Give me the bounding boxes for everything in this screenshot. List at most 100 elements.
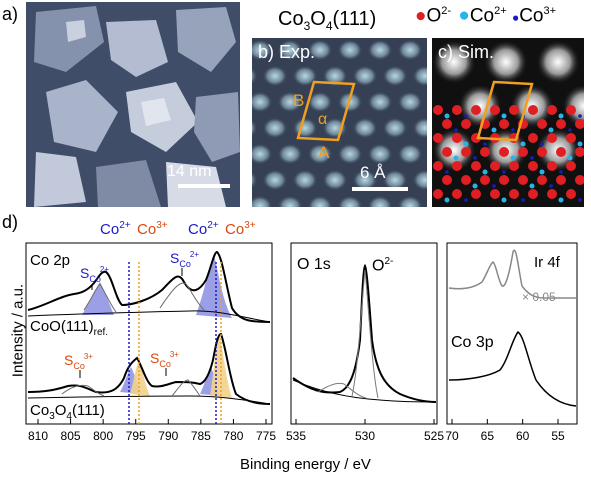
co3-atom <box>578 198 582 202</box>
coo-ref-label-base: CoO(111) <box>30 318 94 335</box>
stm-spot <box>277 195 303 207</box>
oxygen-atom <box>480 147 490 157</box>
oxygen-atom <box>509 105 519 115</box>
co3-atom <box>559 170 563 174</box>
oxygen-atom <box>566 161 576 171</box>
co3o4-sample-label: Co3O4(111) <box>30 402 105 422</box>
oxygen-atom <box>575 147 584 157</box>
co3-atom <box>464 114 468 118</box>
co2-atom <box>558 113 564 119</box>
panel-a-stm-image <box>26 2 240 207</box>
co3-atom <box>568 128 572 132</box>
stm-spot <box>412 65 427 87</box>
o1s-x-tick-label: 525 <box>423 429 445 443</box>
oxygen-atom <box>490 161 500 171</box>
stm-spot <box>252 195 273 207</box>
co2-atom <box>491 127 497 133</box>
stm-spot <box>262 65 288 87</box>
co2-atom <box>548 127 554 133</box>
co3-atom <box>492 184 496 188</box>
oxygen-atom <box>442 147 452 157</box>
stm-spot <box>262 117 288 139</box>
co2p-x-tick-label: 780 <box>223 429 244 443</box>
x-axis-label: Binding energy / eV <box>240 456 371 473</box>
panel-b-scalebar <box>352 187 408 191</box>
o1s-title: O 1s <box>297 256 331 273</box>
coo-ref-label: CoO(111)ref. <box>30 318 108 338</box>
co3-marker-right: Co3+ <box>225 220 256 238</box>
oxygen-atom <box>528 189 538 199</box>
stm-spot <box>367 143 393 165</box>
o1s-species-label: O2- <box>372 256 393 275</box>
co3-marker-left-base: Co <box>137 221 157 238</box>
co2-atom <box>472 183 478 189</box>
stm-spot <box>252 118 258 138</box>
co2-marker-right: Co2+ <box>188 220 219 238</box>
oxygen-atom <box>509 189 519 199</box>
oxygen-atom <box>518 147 528 157</box>
oxygen-atom <box>518 175 528 185</box>
stm-spot <box>412 117 427 139</box>
oxygen-atom <box>547 133 557 143</box>
stm-spot <box>322 117 348 139</box>
oxygen-atom <box>490 189 500 199</box>
satellite-co2-right-sup: 2+ <box>189 250 199 260</box>
stm-spot <box>397 39 423 61</box>
y-axis-label: Intensity / a.u. <box>9 283 27 378</box>
co2-marker-left: Co2+ <box>100 220 131 238</box>
co3o4-label-sub1: 3 <box>49 411 55 422</box>
oxygen-atom <box>499 119 509 129</box>
co2-atom <box>558 197 564 203</box>
co2-atom <box>501 197 507 203</box>
co3-atom <box>511 128 515 132</box>
stm-spot <box>292 65 318 87</box>
stm-spot <box>382 65 408 87</box>
oxygen-atom <box>528 105 538 115</box>
stm-spot <box>322 169 348 191</box>
oxygen-atom <box>547 189 557 199</box>
satellite-co2-right: SCo2+ <box>170 250 199 269</box>
ir4f-x-tick-label: 70 <box>445 429 459 443</box>
co3-atom <box>502 170 506 174</box>
legend-co3-sup: 3+ <box>543 5 557 17</box>
oxygen-atom <box>566 133 576 143</box>
satellite-co2-left-base: S <box>80 265 90 281</box>
satellite-co2-left-sub: Co <box>89 273 101 284</box>
legend-co3-dot-icon: ● <box>511 10 520 25</box>
ir4f-x-tick-label: 55 <box>551 429 565 443</box>
satellite-co3-left: SCo3+ <box>64 352 93 371</box>
stm-spot <box>252 170 258 190</box>
oxygen-atom <box>537 119 547 129</box>
satellite-co3-right-sub: Co <box>159 358 171 369</box>
oxygen-atom <box>442 175 452 185</box>
oxygen-atom <box>471 161 481 171</box>
oxygen-atom <box>461 119 471 129</box>
panel-b-A-label: A <box>318 143 330 162</box>
co2p-x-tick-label: 790 <box>158 429 179 443</box>
legend-o2-dot-icon: ● <box>415 5 427 27</box>
co2p-x-tick-label: 785 <box>190 429 211 443</box>
stm-spot <box>367 195 393 207</box>
stm-spot <box>307 91 333 113</box>
legend-co2-label: Co <box>469 5 495 27</box>
co2-atom <box>539 169 545 175</box>
stm-spot <box>352 117 378 139</box>
co3-marker-left-sup: 3+ <box>156 220 168 231</box>
co2p-x-tick-label: 805 <box>60 429 81 443</box>
panel-b-alpha-label: α <box>318 111 328 128</box>
oxygen-atom <box>452 161 462 171</box>
ir4f-scale-factor: × 0.05 <box>522 290 556 304</box>
oxygen-atom <box>537 175 547 185</box>
stm-spot <box>337 195 363 207</box>
co3o4-label-co: Co <box>30 402 50 419</box>
satellite-co2-left-sup: 2+ <box>99 265 109 275</box>
stm-spot <box>337 143 363 165</box>
panel-a-scalebar <box>178 184 230 188</box>
co2-atom <box>444 113 450 119</box>
stm-spot <box>277 143 303 165</box>
surface-title: Co3O4(111) <box>278 8 376 33</box>
oxygen-atom <box>433 105 443 115</box>
oxygen-atom <box>461 147 471 157</box>
surface-title-co: Co <box>278 8 304 30</box>
